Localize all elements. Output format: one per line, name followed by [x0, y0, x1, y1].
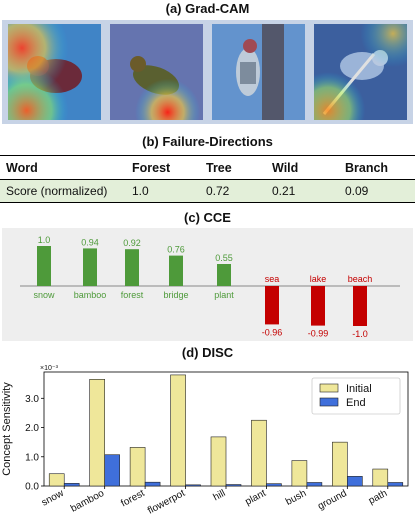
disc-chart: ×10⁻³ 0.0 1.0 2.0 3.0 Concept Sensitivity snow… [1, 365, 409, 517]
disc-bar-end-snow [63, 483, 80, 487]
score-label: Score (normalized) [6, 184, 108, 198]
header-wild: Wild [272, 161, 299, 175]
cce-bar-sea [265, 286, 279, 325]
disc-ytick-label: 1.0 [25, 452, 39, 463]
cce-bar-plant [217, 264, 231, 286]
gradcam-image-woodpecker [110, 24, 203, 120]
table-header-row: Word Forest Tree Wild Branch [0, 157, 415, 179]
cce-label-beach: beach [348, 274, 373, 284]
gradcam-title: (a) Grad-CAM [165, 1, 250, 16]
table-bottom-rule [0, 202, 415, 203]
disc-xtick-label-path: path [367, 488, 389, 507]
disc-xtick-label-forest: forest [119, 488, 146, 510]
disc-ytick-label: 2.0 [25, 423, 39, 434]
header-tree: Tree [206, 161, 232, 175]
score-tree: 0.72 [206, 184, 230, 198]
cce-label-sea: sea [265, 274, 280, 284]
cce-bar-forest [125, 249, 139, 286]
disc-title: (d) DISC [181, 345, 234, 360]
disc-bar-end-bush [306, 482, 323, 487]
disc-bar-initial-flowerpot [170, 374, 186, 487]
table-mid-rule [0, 179, 415, 180]
cce-value-forest: 0.92 [123, 238, 141, 248]
disc-legend-swatch-initial [319, 383, 339, 393]
disc-xtick-label-flowerpot: flowerpot [146, 488, 187, 517]
failure-directions-title: (b) Failure-Directions [142, 134, 273, 149]
disc-bar-initial-forest [129, 447, 146, 487]
cce-label-bridge: bridge [163, 290, 188, 300]
cce-panel: 1.0 snow 0.94 bamboo 0.92 forest 0.76 bridge 0.5… [2, 228, 413, 341]
cce-value-sea: -0.96 [262, 327, 283, 337]
disc-ytick-label: 0.0 [25, 482, 39, 493]
cce-value-plant: 0.55 [215, 253, 233, 263]
cce-bar-lake [311, 286, 325, 326]
score-branch: 0.09 [345, 184, 369, 198]
disc-bar-end-bamboo [104, 454, 120, 487]
disc-xtick-label-plant: plant [244, 488, 269, 508]
cce-label-bamboo: bamboo [74, 290, 107, 300]
disc-ylabel: Concept Sensitivity [1, 382, 13, 476]
cce-value-snow: 1.0 [38, 235, 51, 245]
disc-bar-end-hill [225, 484, 242, 487]
disc-legend-label-end: End [346, 397, 366, 409]
disc-bar-end-forest [144, 481, 161, 487]
cce-bar-bridge [169, 255, 183, 286]
cce-bar-beach [353, 286, 367, 326]
gradcam-image-trunk-woodpecker [212, 24, 305, 120]
header-forest: Forest [132, 161, 171, 175]
disc-bar-initial-plant [251, 419, 267, 487]
disc-bar-initial-path [372, 468, 389, 487]
table-score-row: Score (normalized) 1.0 0.72 0.21 0.09 [0, 180, 415, 202]
disc-bar-end-ground [347, 476, 363, 487]
disc-ytick-label: 3.0 [25, 394, 39, 405]
disc-legend-swatch-end [319, 397, 339, 407]
header-word: Word [6, 161, 38, 175]
cce-label-plant: plant [214, 290, 234, 300]
disc-bar-end-flowerpot [185, 484, 201, 487]
disc-bar-initial-snow [48, 473, 65, 487]
disc-y-scale-label: ×10⁻³ [40, 365, 59, 372]
disc-xtick-label-bamboo: bamboo [69, 488, 106, 515]
disc-xtick-label-hill: hill [211, 488, 227, 503]
cce-bar-bamboo [83, 248, 97, 286]
score-wild: 0.21 [272, 184, 296, 198]
disc-xtick-label-bush: bush [284, 488, 308, 508]
cce-title: (c) CCE [184, 210, 231, 225]
disc-bar-initial-bamboo [89, 379, 105, 487]
disc-bar-end-path [387, 482, 404, 487]
table-top-rule [0, 155, 415, 156]
cce-value-bridge: 0.76 [167, 245, 185, 255]
gradcam-image-blue-bird [314, 24, 407, 120]
disc-xtick-label-ground: ground [316, 488, 349, 512]
disc-bar-end-plant [266, 483, 282, 487]
cce-label-forest: forest [121, 290, 144, 300]
disc-bar-initial-bush [291, 460, 308, 487]
cce-label-lake: lake [310, 274, 327, 284]
disc-legend-label-initial: Initial [346, 383, 372, 395]
cce-value-bamboo: 0.94 [81, 237, 99, 247]
cce-chart: 1.0 snow 0.94 bamboo 0.92 forest 0.76 bridge 0.5… [20, 235, 400, 339]
header-branch: Branch [345, 161, 389, 175]
gradcam-image-red-bird [8, 24, 101, 120]
gradcam-strip [2, 20, 413, 124]
cce-value-beach: -1.0 [352, 329, 368, 339]
cce-bar-snow [37, 246, 51, 286]
disc-xtick-label-snow: snow [40, 488, 66, 509]
disc-bar-initial-ground [332, 441, 348, 487]
cce-label-snow: snow [33, 290, 55, 300]
disc-bar-initial-hill [210, 436, 227, 487]
cce-value-lake: -0.99 [308, 329, 329, 339]
score-forest: 1.0 [132, 184, 149, 198]
